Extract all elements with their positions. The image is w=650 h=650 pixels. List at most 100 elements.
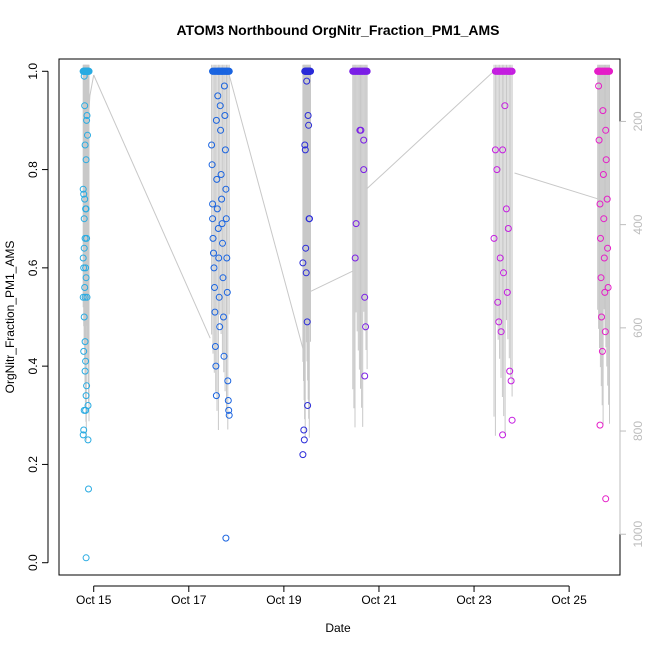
data-point: [306, 215, 313, 223]
x-axis: Oct 15 Oct 17 Oct 19 Oct 21 Oct 23 Oct 25: [76, 585, 587, 607]
data-point: [79, 185, 87, 193]
data-point: [217, 171, 225, 178]
x-tick-label: Oct 21: [361, 593, 397, 607]
data-point: [361, 67, 369, 75]
data-point: [214, 225, 222, 232]
y-tick-label: 1.0: [26, 63, 40, 80]
data-point: [80, 313, 88, 321]
data-point: [602, 156, 610, 164]
data-point: [217, 126, 225, 134]
data-point: [213, 175, 221, 183]
data-point: [80, 426, 88, 434]
altitude-segment: [366, 69, 496, 189]
x-tick-label: Oct 25: [551, 593, 587, 607]
data-point: [595, 136, 603, 144]
y-right-tick-label: 400: [631, 214, 645, 234]
data-point: [604, 284, 612, 291]
data-point: [351, 67, 359, 75]
data-point: [496, 254, 504, 262]
data-point: [81, 293, 89, 301]
data-point: [493, 166, 501, 174]
x-tick-label: Oct 17: [171, 593, 207, 607]
y-right-tick-label: 800: [631, 421, 645, 441]
data-point: [80, 72, 88, 80]
data-point: [303, 318, 311, 326]
data-point: [222, 534, 230, 542]
data-point: [596, 200, 604, 208]
x-tick-label: Oct 19: [266, 593, 302, 607]
data-point: [211, 284, 218, 291]
data-point: [501, 67, 509, 75]
data-point: [223, 254, 231, 262]
data-point: [307, 67, 314, 75]
data-point: [210, 249, 217, 257]
data-point: [495, 318, 503, 326]
data-point: [215, 293, 223, 301]
data-point: [214, 92, 222, 100]
data-point: [80, 264, 88, 272]
data-point: [82, 205, 90, 213]
data-point: [363, 67, 371, 75]
y-right-tick-label: 1000: [631, 521, 645, 548]
data-point: [351, 254, 359, 262]
data-point: [360, 136, 368, 144]
data-point: [352, 220, 360, 228]
data-point: [356, 67, 364, 75]
data-point: [496, 67, 504, 75]
data-point: [81, 284, 89, 291]
data-point: [208, 161, 216, 169]
data-point: [80, 190, 88, 198]
data-point: [211, 308, 219, 316]
data-point: [79, 431, 87, 439]
data-point: [212, 116, 220, 124]
data-point: [224, 397, 232, 404]
y-tick-label: 0.4: [26, 357, 40, 374]
data-point: [211, 343, 219, 350]
data-point: [499, 67, 507, 75]
data-point: [508, 67, 516, 75]
data-point: [508, 416, 516, 424]
data-point: [603, 195, 611, 203]
data-point: [602, 126, 610, 134]
data-point: [213, 205, 221, 213]
data-point: [497, 328, 505, 336]
data-point: [500, 269, 507, 277]
altitude-track: [82, 64, 610, 441]
data-point: [83, 382, 91, 390]
y-tick-label: 0.0: [26, 554, 40, 571]
altitude-segment: [514, 172, 598, 200]
data-point: [80, 347, 88, 355]
data-point: [597, 234, 604, 242]
data-point: [209, 215, 217, 223]
data-point: [299, 451, 307, 459]
data-point: [596, 67, 604, 75]
data-point: [501, 102, 509, 110]
data-point: [218, 220, 226, 228]
data-point: [603, 67, 611, 75]
data-point: [209, 200, 217, 208]
data-point: [83, 116, 91, 124]
data-point: [219, 239, 226, 247]
data-point: [600, 215, 608, 223]
data-point: [81, 338, 89, 346]
data-point: [215, 254, 223, 262]
data-point: [221, 146, 229, 154]
data-point: [349, 67, 357, 75]
x-tick-label: Oct 15: [76, 593, 112, 607]
data-point: [304, 112, 312, 119]
data-point: [82, 357, 90, 365]
data-point: [84, 131, 91, 139]
data-point: [223, 288, 231, 296]
data-point: [358, 67, 366, 75]
data-point: [218, 195, 226, 203]
data-point: [602, 495, 610, 503]
y-tick-label: 0.6: [26, 259, 40, 276]
data-point: [209, 234, 217, 242]
data-point: [81, 195, 89, 203]
data-point: [601, 67, 609, 75]
data-point: [225, 67, 233, 75]
data-point: [357, 126, 365, 134]
data-point: [83, 293, 91, 301]
data-point: [220, 313, 227, 321]
x-tick-label: Oct 23: [456, 593, 492, 607]
